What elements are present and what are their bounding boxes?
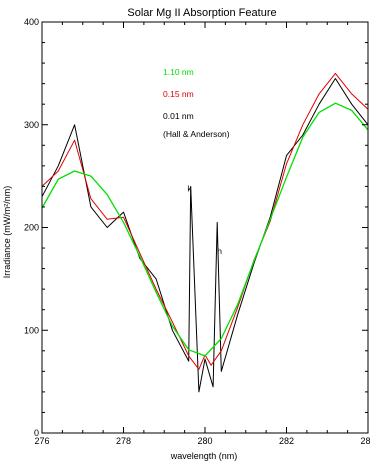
x-tick-label: 280 xyxy=(197,436,212,446)
x-axis-ticks: 276 278 280 282 284 xyxy=(34,22,370,446)
legend-entry-0: 1.10 nm xyxy=(163,67,194,77)
legend: 1.10 nm 0.15 nm 0.01 nm (Hall & Anderson) xyxy=(163,67,230,139)
x-axis-label: wavelength (nm) xyxy=(170,451,238,461)
line-annotations: kh xyxy=(187,184,222,257)
x-tick-label: 284 xyxy=(360,436,370,446)
line-label-h: h xyxy=(217,246,222,256)
series-line-1 xyxy=(41,72,369,370)
y-tick-label: 400 xyxy=(24,17,39,27)
x-tick-label: 276 xyxy=(34,436,49,446)
line-label-k: k xyxy=(187,184,192,194)
chart-title: Solar Mg II Absorption Feature xyxy=(127,7,276,19)
y-tick-label: 100 xyxy=(24,325,39,335)
legend-entry-2: 0.01 nm xyxy=(163,111,194,121)
y-tick-label: 300 xyxy=(24,120,39,130)
y-tick-label: 200 xyxy=(24,223,39,233)
y-tick-label: 0 xyxy=(34,428,39,438)
series-line-2 xyxy=(41,78,369,393)
y-axis-label: Irradiance (mW/m²/nm) xyxy=(2,186,12,279)
plot-area xyxy=(41,72,369,393)
x-tick-label: 282 xyxy=(279,436,294,446)
series-line-0 xyxy=(41,102,369,357)
x-tick-label: 278 xyxy=(116,436,131,446)
y-axis-ticks: 0 100 200 300 400 xyxy=(24,17,368,438)
legend-note: (Hall & Anderson) xyxy=(163,129,230,139)
plot-frame xyxy=(41,21,369,434)
legend-entry-1: 0.15 nm xyxy=(163,89,194,99)
